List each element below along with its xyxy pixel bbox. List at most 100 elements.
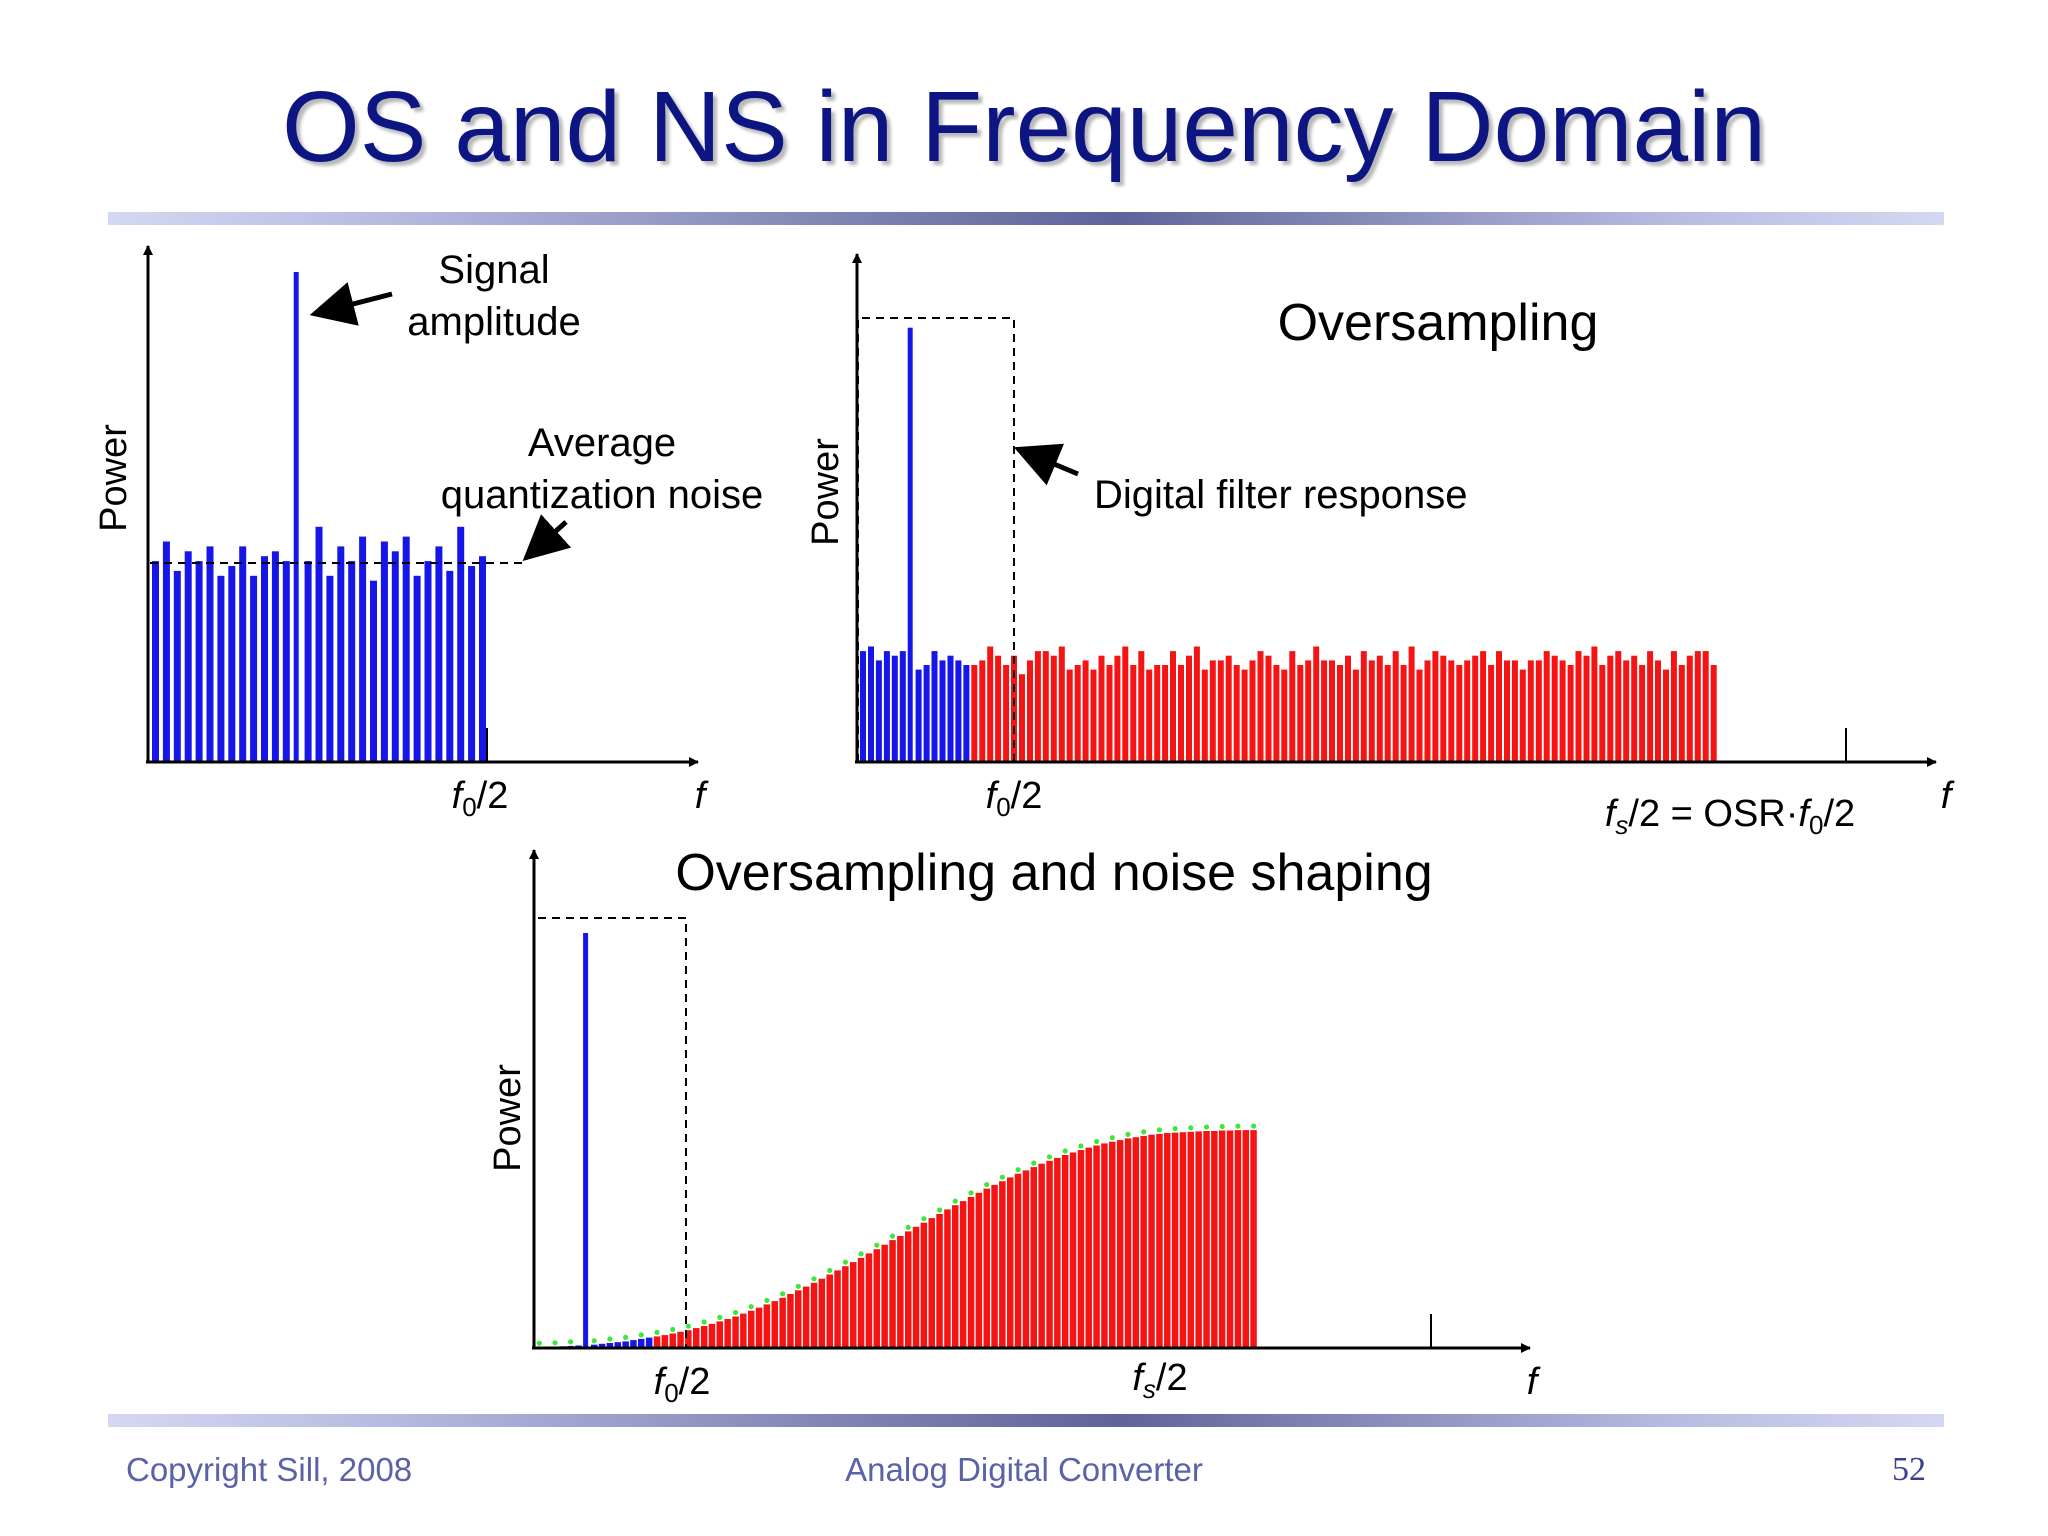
nyquist-bar	[184, 551, 192, 762]
oversampling-title: Oversampling	[1278, 294, 1599, 352]
envelope-dot	[591, 1338, 597, 1344]
oversampling-bar	[1575, 651, 1582, 762]
oversampling-bar	[1209, 660, 1216, 762]
oversampling-bar	[860, 651, 866, 762]
noise_shaping-bar	[669, 1333, 676, 1348]
envelope-dot	[1078, 1143, 1084, 1149]
noise_shaping-bar	[1187, 1131, 1194, 1348]
title-divider	[108, 212, 1944, 225]
oversampling-bar	[1003, 665, 1010, 762]
oversampling-bar	[931, 651, 938, 762]
noise_shaping-bar	[1061, 1155, 1069, 1348]
oversampling-bar	[868, 646, 874, 762]
noise_shaping-bar	[1148, 1134, 1155, 1348]
noise-arrow	[522, 514, 572, 562]
noise-annotation-line2: quantization noise	[441, 473, 763, 517]
noise_shaping-bar	[693, 1328, 700, 1348]
noise_shaping-bar	[1218, 1130, 1226, 1348]
envelope-dot	[1031, 1160, 1037, 1166]
nyquist-bar	[239, 546, 247, 762]
envelope-dot	[1015, 1167, 1021, 1173]
nyquist-bar	[359, 536, 367, 762]
oversampling-bar	[1249, 660, 1256, 762]
noise_shaping-bar	[740, 1313, 747, 1348]
oversampling-bar	[1225, 655, 1232, 762]
oversampling-bar	[1686, 655, 1693, 762]
noise-shaping-filter-response	[533, 917, 687, 1348]
nyquist-bar	[424, 561, 432, 762]
oversampling-bar	[1663, 669, 1669, 762]
oversampling-bar	[963, 665, 970, 762]
oversampling-bar	[891, 655, 898, 762]
noise-annotation-line1: Average	[528, 421, 676, 465]
oversampling-x-label: f	[1941, 775, 1955, 817]
noise_shaping-bar	[614, 1342, 621, 1348]
nyquist-bar	[195, 561, 203, 762]
oversampling-bar	[899, 651, 906, 762]
footer-copyright: Copyright Sill, 2008	[126, 1451, 413, 1488]
oversampling-bar	[939, 660, 946, 762]
noise_shaping-bar	[630, 1340, 637, 1348]
oversampling-bar	[1511, 660, 1518, 762]
envelope-dot	[670, 1326, 676, 1333]
envelope-dot	[1109, 1135, 1115, 1141]
oversampling-bar	[1647, 651, 1654, 762]
envelope-dot	[937, 1207, 943, 1213]
oversampling-bar	[1615, 651, 1622, 762]
envelope-dot	[1046, 1154, 1053, 1160]
nyquist-f0-label: f0/2	[452, 775, 509, 822]
nyquist-bar	[152, 561, 159, 762]
noise-shaping-envelope	[536, 1123, 1257, 1346]
oversampling-bar	[1504, 660, 1510, 762]
nyquist-bar	[468, 566, 476, 762]
oversampling-bar	[1384, 665, 1391, 762]
filter-annotation: Digital filter response	[1094, 473, 1468, 517]
oversampling-bar	[1623, 660, 1630, 762]
nyquist-bar	[315, 526, 323, 762]
oversampling-bar	[955, 660, 962, 762]
noise-shaping-f0-label: f0/2	[654, 1361, 711, 1408]
noise_shaping-bar	[700, 1326, 708, 1348]
noise_shaping-bar	[1140, 1135, 1147, 1348]
nyquist-bar	[380, 541, 388, 762]
oversampling-filter-response	[857, 317, 1015, 762]
nyquist-bar	[337, 546, 345, 762]
envelope-dot	[717, 1314, 723, 1320]
nyquist-bar	[261, 556, 268, 762]
oversampling-bar	[1480, 651, 1487, 762]
oversampling-bar	[1408, 646, 1415, 762]
noise-shaping-title: Oversampling and noise shaping	[675, 844, 1432, 902]
noise_shaping-bar	[787, 1294, 794, 1348]
oversampling-bar	[1265, 655, 1272, 762]
noise_shaping-bar	[944, 1209, 951, 1348]
nyquist-bar	[217, 575, 225, 762]
noise_shaping-bar	[1101, 1143, 1108, 1348]
oversampling-bar	[1114, 655, 1121, 762]
oversampling-bar	[883, 651, 890, 762]
oversampling-bar	[1098, 655, 1105, 762]
noise_shaping-bar	[748, 1310, 755, 1349]
oversampling-bar	[1066, 669, 1073, 762]
oversampling-bar	[1496, 651, 1502, 762]
oversampling-bar	[1241, 669, 1248, 762]
noise_shaping-bar	[763, 1304, 771, 1348]
noise_shaping-bar	[606, 1343, 614, 1348]
noise_shaping-bar	[1250, 1130, 1257, 1348]
noise_shaping-bar	[716, 1321, 723, 1348]
oversampling-bar	[1321, 660, 1328, 762]
oversampling-bar	[1639, 665, 1646, 762]
noise_shaping-bar	[685, 1330, 692, 1348]
envelope-dot	[1251, 1123, 1257, 1129]
noise_shaping-bar	[1234, 1130, 1242, 1348]
oversampling-bar	[1297, 665, 1304, 762]
envelope-dot	[764, 1297, 770, 1303]
noise_shaping-bar	[677, 1331, 684, 1348]
noise_shaping-bar	[920, 1222, 928, 1348]
noise_shaping-bar	[1179, 1132, 1187, 1348]
envelope-dot	[968, 1190, 974, 1196]
noise_shaping-bar	[755, 1307, 763, 1348]
oversampling-bar	[1655, 660, 1661, 762]
oversampling-bar	[1472, 655, 1479, 762]
envelope-dot	[921, 1216, 927, 1222]
